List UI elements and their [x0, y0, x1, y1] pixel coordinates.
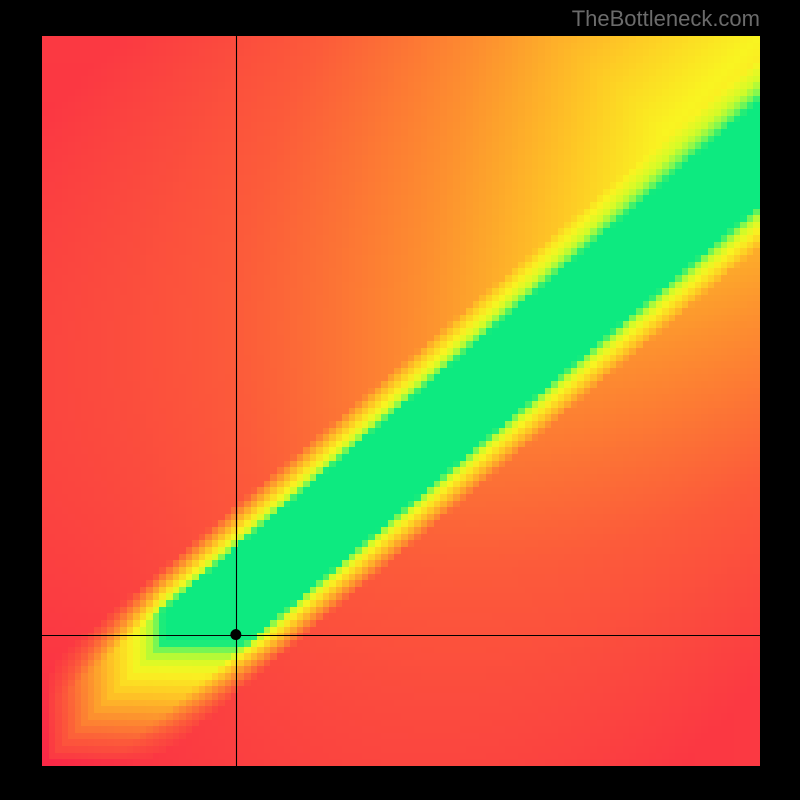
bottleneck-heatmap — [0, 0, 800, 800]
chart-container: TheBottleneck.com — [0, 0, 800, 800]
